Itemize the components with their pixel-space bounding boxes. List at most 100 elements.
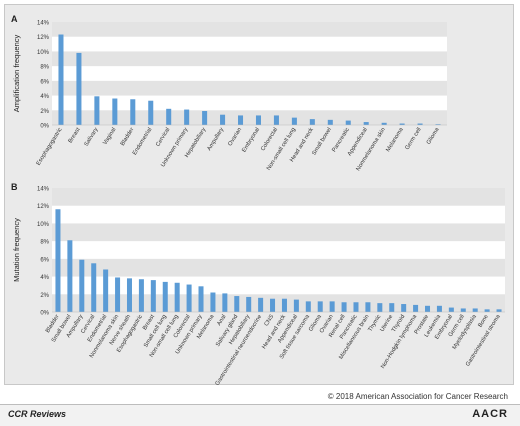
bar <box>413 304 419 312</box>
grid-band <box>52 223 505 242</box>
bar <box>126 278 132 312</box>
bar <box>76 52 82 125</box>
grid-band <box>52 51 447 67</box>
bar <box>112 98 118 125</box>
bar <box>115 277 121 312</box>
bar <box>281 298 287 312</box>
bar <box>341 302 347 312</box>
bar <box>184 109 190 125</box>
grid-band <box>52 258 505 277</box>
bar <box>94 96 100 125</box>
bar <box>130 99 136 125</box>
bar <box>353 302 359 312</box>
y-tick-label: 14% <box>37 187 50 193</box>
grid-band <box>52 22 447 37</box>
bar <box>220 114 226 125</box>
bar <box>273 115 279 125</box>
chart-a: 0% 2% 4% 6% 8% 10% 12% 14% Amplification frequen… <box>11 14 447 172</box>
y-tick-label: 4% <box>40 275 49 281</box>
bar <box>496 309 502 312</box>
bar <box>270 298 276 312</box>
x-tick-label: Breast <box>68 127 82 145</box>
bar <box>58 34 64 125</box>
x-tick-label: Ovarian <box>227 127 243 147</box>
grid-band <box>52 80 447 96</box>
bar <box>425 305 431 312</box>
publisher-logo: AACR <box>472 408 508 420</box>
bar <box>238 115 244 125</box>
bar <box>417 123 423 125</box>
bar <box>435 124 441 125</box>
bar <box>484 309 490 312</box>
bar <box>293 299 299 312</box>
y-tick-label: 2% <box>40 293 49 299</box>
grid-band <box>52 188 505 206</box>
bar <box>329 301 335 312</box>
bar <box>55 209 61 312</box>
bar <box>309 119 315 125</box>
plot-background <box>52 22 447 125</box>
y-axis-label: Amplification frequency <box>12 34 21 112</box>
x-tick-label: Glioma <box>426 126 441 145</box>
x-tick-label: Colorectal <box>260 127 279 152</box>
x-tick-label: Cervical <box>155 127 171 148</box>
y-tick-label: 10% <box>37 222 50 228</box>
bar <box>162 281 168 312</box>
x-tick-label: Germ cell <box>405 127 423 151</box>
bar <box>317 301 323 312</box>
bar <box>138 279 144 312</box>
x-tick-label: Ampullary <box>207 127 226 152</box>
y-tick-label: 4% <box>40 94 49 100</box>
x-tick-label: Salivary <box>84 127 100 148</box>
copyright-notice: © 2018 American Association for Cancer R… <box>327 392 508 401</box>
bar <box>345 120 351 125</box>
x-tick-label: Esophagogastric <box>36 127 64 167</box>
bar <box>202 111 208 125</box>
x-tick-label: Embryonal <box>241 127 261 154</box>
bar <box>103 269 109 312</box>
panel-letter: A <box>11 14 18 24</box>
y-tick-label: 10% <box>37 50 50 56</box>
y-tick-label: 12% <box>37 35 50 41</box>
chart-b: 0%2%4%6%8%10%12%14%Mutation frequencyBBl… <box>11 182 505 385</box>
bar <box>91 263 97 312</box>
bar <box>210 292 216 312</box>
bar <box>377 303 383 312</box>
bar <box>79 259 85 312</box>
bar <box>448 307 454 312</box>
bar <box>222 293 228 312</box>
y-tick-label: 0% <box>40 124 49 130</box>
bar <box>148 100 154 125</box>
grid-band <box>52 110 447 125</box>
y-tick-label: 8% <box>40 240 49 246</box>
bar <box>472 308 478 312</box>
bar <box>327 119 333 125</box>
bar <box>186 284 192 312</box>
bar <box>166 108 172 125</box>
y-tick-label: 12% <box>37 204 50 210</box>
bar <box>365 302 371 312</box>
x-tick-label: Bladder <box>120 127 136 147</box>
x-tick-label: Small bowel <box>311 127 333 157</box>
x-tick-label: CNS <box>264 314 276 328</box>
x-tick-label: Melanoma <box>385 126 405 153</box>
y-tick-label: 6% <box>40 79 49 85</box>
y-tick-label: 0% <box>40 311 49 317</box>
bar <box>198 286 204 312</box>
panel-letter: B <box>11 182 18 192</box>
bar <box>246 296 252 312</box>
figure-panel: 0% 2% 4% 6% 8% 10% 12% 14% Amplification frequen… <box>4 4 514 385</box>
bar <box>234 296 240 312</box>
x-tick-label: Pancreatic <box>331 127 351 153</box>
bar <box>401 304 407 312</box>
bar <box>436 305 442 312</box>
y-tick-label: 6% <box>40 257 49 263</box>
bar <box>389 303 395 312</box>
bar <box>255 115 261 125</box>
bar <box>174 282 180 312</box>
bar <box>381 122 387 125</box>
bar <box>258 297 264 312</box>
x-tick-label: Anal <box>216 314 227 327</box>
x-tick-label: Vaginal <box>102 127 117 146</box>
bar <box>67 240 73 312</box>
